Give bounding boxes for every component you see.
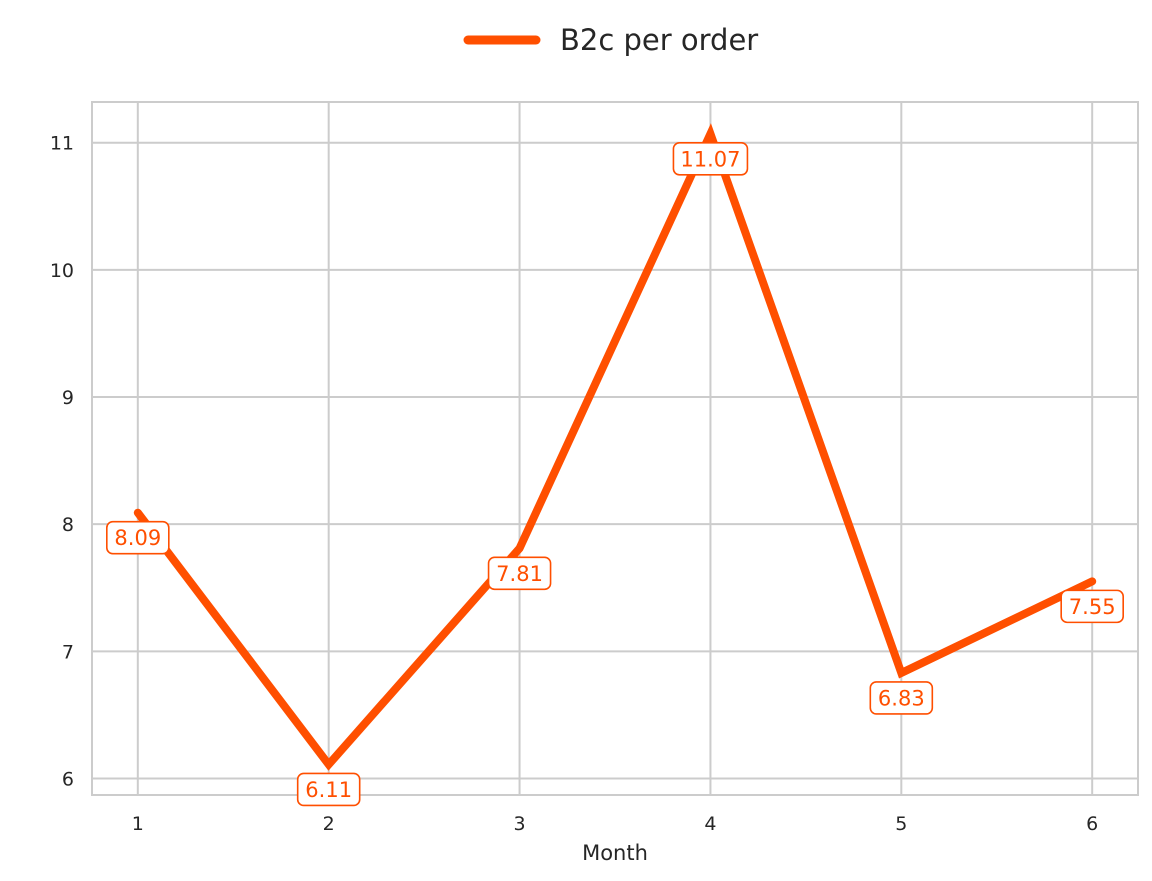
data-label-text: 7.81 [496, 562, 543, 586]
y-tick-label: 8 [62, 514, 74, 536]
y-tick-label: 6 [62, 768, 74, 790]
series-layer [133, 123, 1097, 771]
data-labels: 8.09 6.11 7.81 11.07 6.83 7.55 [106, 141, 1124, 807]
x-tick-label: 2 [323, 813, 335, 835]
data-label: 6.11 [296, 772, 361, 807]
data-label-box [106, 520, 170, 555]
x-tick-label: 3 [514, 813, 526, 835]
data-label-box [487, 556, 552, 591]
data-label-box [869, 681, 934, 715]
data-label-text: 7.55 [1069, 595, 1116, 619]
legend-label-b2c-per-order: B2c per order [560, 23, 758, 57]
legend: B2c per order [463, 23, 758, 57]
y-tick-label: 11 [50, 133, 74, 155]
x-axis-title: Month [582, 841, 648, 865]
data-label-text: 6.11 [305, 778, 352, 802]
x-tick-label: 5 [895, 813, 907, 835]
data-label: 7.81 [487, 556, 552, 591]
series-line-b2c-per-order [133, 123, 1097, 771]
y-axis-ticks: 6 7 8 9 10 11 [50, 133, 74, 791]
x-tick-label: 1 [132, 813, 144, 835]
x-axis-ticks: 1 2 3 4 5 6 [132, 813, 1098, 835]
x-tick-label: 6 [1086, 813, 1098, 835]
grid [92, 102, 1138, 795]
data-label-text: 11.07 [680, 147, 740, 171]
x-tick-label: 4 [704, 813, 716, 835]
data-label: 11.07 [672, 141, 749, 176]
y-tick-label: 7 [62, 641, 74, 663]
data-label-text: 8.09 [114, 526, 161, 550]
plot-area-frame [91, 101, 1139, 796]
data-label-box [672, 141, 749, 176]
data-label-box [1060, 589, 1124, 624]
data-label-text: 6.83 [878, 686, 925, 710]
y-tick-label: 9 [62, 387, 74, 409]
data-label: 7.55 [1060, 589, 1124, 624]
data-label-box [296, 772, 361, 807]
data-label: 6.83 [869, 681, 934, 715]
y-tick-label: 10 [50, 260, 74, 282]
data-label: 8.09 [106, 520, 170, 555]
